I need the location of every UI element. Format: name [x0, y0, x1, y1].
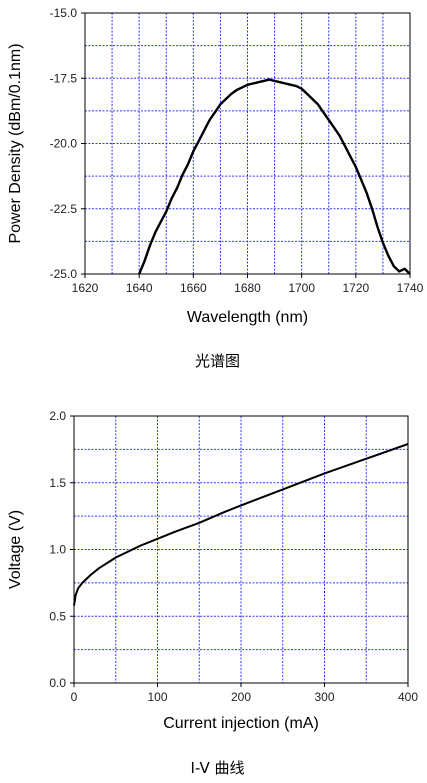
iv-series-line — [73, 443, 409, 606]
spectrum-x-tick-label: 1700 — [288, 281, 315, 295]
spectrum-series-line — [138, 78, 411, 275]
iv-caption: I-V 曲线 — [191, 759, 245, 777]
spectrum-y-tick-label: -20.0 — [50, 137, 78, 151]
iv-x-tick-label: 100 — [147, 690, 167, 704]
spectrum-x-tick-label: 1740 — [397, 281, 424, 295]
spectrum-y-tick-label: -22.5 — [50, 202, 78, 216]
spectrum-tick-labels: 1620 1640 1660 1680 1700 1720 1740 -25.0 -22.5 -2… — [50, 6, 424, 295]
spectrum-x-tick-label: 1680 — [234, 281, 261, 295]
spectrum-grid — [85, 13, 410, 274]
spectrum-y-axis-label: Power Density (dBm/0.1nm) — [7, 43, 24, 243]
spectrum-x-tick-label: 1640 — [126, 281, 153, 295]
iv-y-tick-label: 0.5 — [49, 609, 66, 623]
iv-chart: 0 100 200 300 400 0.0 0.5 1.0 1.5 2.0 Current inj… — [7, 409, 418, 777]
iv-y-tick-label: 2.0 — [49, 409, 66, 423]
spectrum-y-tick-label: -25.0 — [50, 267, 78, 281]
iv-x-axis-label: Current injection (mA) — [163, 715, 319, 732]
iv-x-tick-label: 0 — [71, 690, 78, 704]
spectrum-caption: 光谱图 — [195, 352, 240, 370]
iv-grid — [74, 416, 408, 683]
iv-x-tick-label: 200 — [231, 690, 251, 704]
spectrum-y-tick-label: -15.0 — [50, 6, 78, 20]
spectrum-x-axis-label: Wavelength (nm) — [187, 309, 308, 326]
iv-y-axis-label: Voltage (V) — [7, 510, 24, 589]
spectrum-chart: 1620 1640 1660 1680 1700 1720 1740 -25.0 -22.5 -2… — [7, 6, 424, 370]
spectrum-x-tick-label: 1620 — [72, 281, 99, 295]
iv-y-tick-label: 1.5 — [49, 476, 66, 490]
iv-x-tick-label: 300 — [314, 690, 334, 704]
iv-y-tick-label: 0.0 — [49, 676, 66, 690]
spectrum-y-tick-label: -17.5 — [50, 71, 78, 85]
iv-tick-labels: 0 100 200 300 400 0.0 0.5 1.0 1.5 2.0 — [49, 409, 418, 704]
spectrum-x-tick-label: 1660 — [180, 281, 207, 295]
iv-x-tick-label: 400 — [398, 690, 418, 704]
iv-y-tick-label: 1.0 — [49, 543, 66, 557]
spectrum-x-tick-label: 1720 — [342, 281, 369, 295]
